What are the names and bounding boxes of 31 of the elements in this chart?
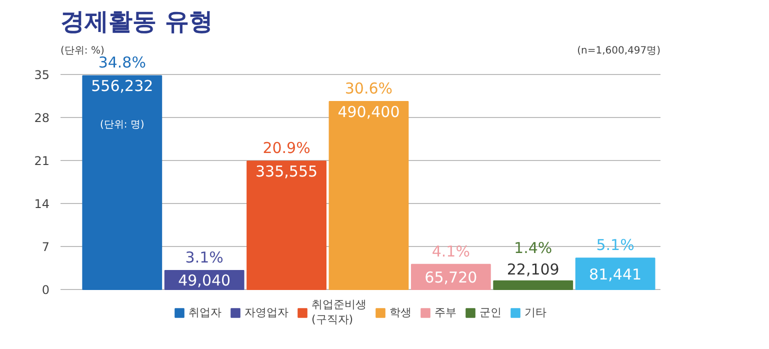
y-tick-label: 14: [34, 197, 50, 211]
y-tick-label: 35: [34, 68, 50, 82]
annotation: 81,441: [589, 265, 642, 284]
legend-label: 자영업자: [244, 304, 288, 320]
legend-label: 군인: [480, 304, 502, 320]
annotation: 490,400: [338, 103, 400, 122]
y-tick-label: 0: [42, 283, 50, 297]
y-tick-label: 28: [34, 111, 50, 125]
annotation: (단위: 명): [100, 120, 144, 131]
chart-title: 경제활동 유형: [60, 8, 213, 36]
data-label: 5.1%: [596, 236, 634, 254]
data-label: 30.6%: [344, 80, 393, 98]
data-label: 4.1%: [432, 242, 470, 260]
data-label: 34.8%: [98, 54, 146, 72]
legend-label: 주부: [434, 304, 456, 320]
text: (단위: %): [60, 46, 104, 56]
annotation: 49,040: [178, 271, 231, 290]
annotation: 335,555: [256, 162, 318, 181]
legend-label: 학생: [390, 304, 412, 320]
annotation: 65,720: [424, 268, 478, 286]
y-tick-label: 7: [42, 240, 50, 254]
legend-label: 취업자: [188, 304, 222, 320]
data-label: 3.1%: [185, 248, 224, 266]
data-label: 20.9%: [262, 139, 310, 158]
legend-label: 취업준비생 (구직자): [312, 297, 366, 327]
data-label: 1.4%: [514, 238, 552, 257]
annotation: 22,109: [506, 260, 560, 278]
y-tick-label: 21: [34, 154, 50, 168]
legend-label: 기타: [524, 304, 546, 320]
annotation: 556,232: [91, 77, 154, 96]
text: (n=1,600,497명): [577, 46, 661, 56]
